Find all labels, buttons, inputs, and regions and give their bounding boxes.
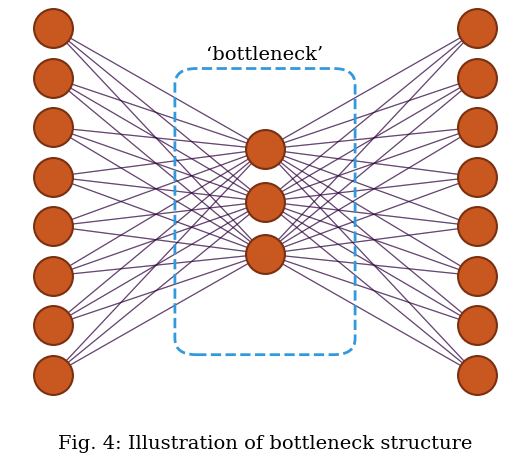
Text: ‘bottleneck’: ‘bottleneck’ xyxy=(206,46,324,65)
Text: Fig. 4: Illustration of bottleneck structure: Fig. 4: Illustration of bottleneck struc… xyxy=(58,435,472,453)
